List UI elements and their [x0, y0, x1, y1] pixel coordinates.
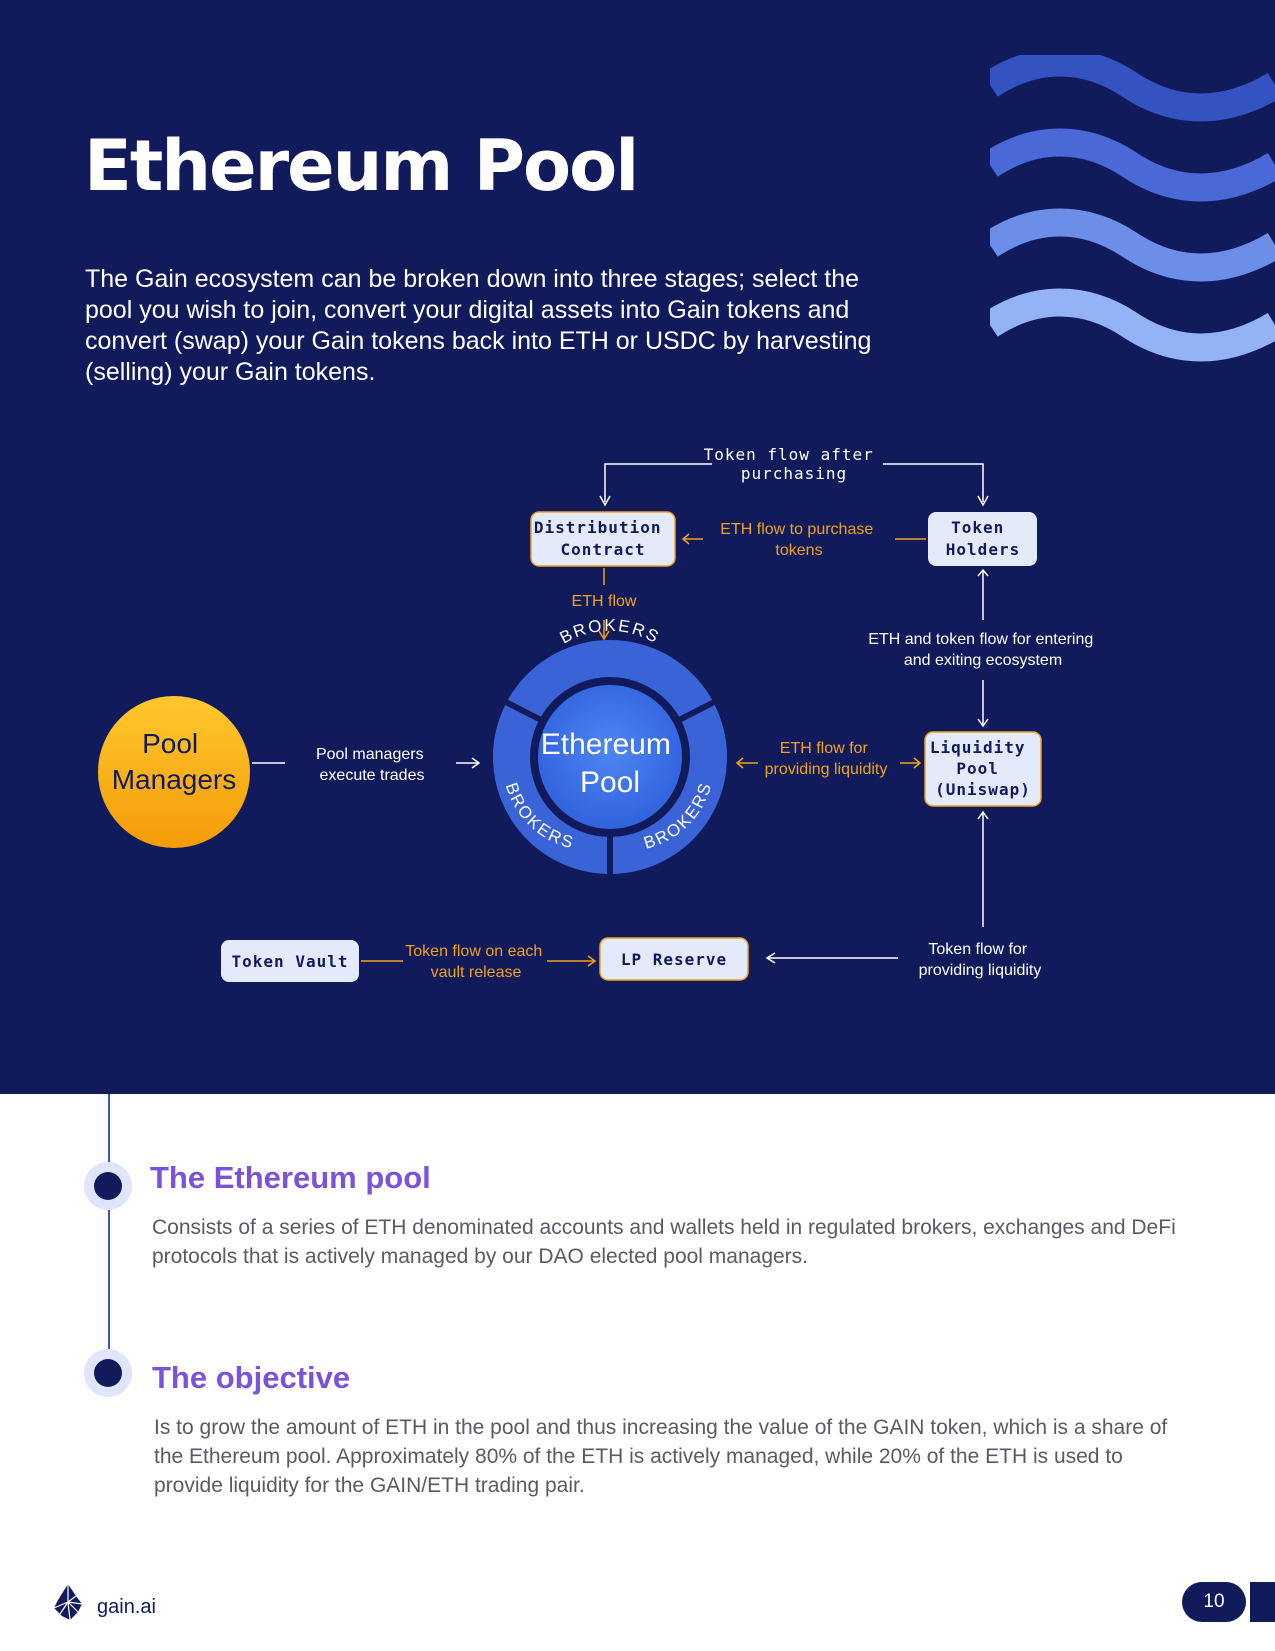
- section-body-objective: Is to grow the amount of ETH in the pool…: [154, 1416, 1168, 1497]
- timeline-line: [108, 1094, 110, 1356]
- vault-release-arrow: [361, 955, 597, 967]
- eth-token-flow-arrow: [977, 568, 989, 728]
- ethereum-pool-circle: BROKERS BROKERS BROKERS Ethereum Pool: [492, 616, 728, 876]
- eth-purchase-arrow: [681, 533, 926, 545]
- liquidity-pool-box: Liquidity Pool (Uniswap): [924, 731, 1042, 807]
- pool-managers-circle: Pool Managers: [98, 696, 250, 848]
- svg-text:Token Holders: Token Holders: [946, 518, 1020, 559]
- lp-reserve-box: LP Reserve: [599, 937, 749, 981]
- footer-brand: gain.ai: [97, 1596, 156, 1618]
- wave-decoration-icon: [990, 55, 1275, 362]
- page-number: 10: [1182, 1582, 1246, 1622]
- section-body-ethereum-pool: Consists of a series of ETH denominated …: [152, 1216, 1176, 1268]
- svg-text:Liquidity Pool: Liquidity Pool (Uniswap): [930, 738, 1036, 799]
- page-title: Ethereum Pool: [84, 125, 639, 207]
- section-heading-objective: The objective: [152, 1360, 351, 1395]
- eth-liquidity-arrows: [735, 757, 922, 769]
- pool-managers-trade-label: Pool managers execute trades: [316, 746, 428, 784]
- svg-text:LP Reserve: LP Reserve: [621, 950, 727, 969]
- section-heading-ethereum-pool: The Ethereum pool: [150, 1160, 431, 1195]
- timeline-dot-icon: [84, 1349, 132, 1397]
- svg-text:Distribution Contract: Distribution Contract: [534, 518, 672, 559]
- pool-managers-arrow: [252, 757, 481, 769]
- svg-text:Ethereum Pool: Ethereum Pool: [541, 728, 679, 799]
- header-section: Ethereum Pool The Gain ecosystem can be …: [0, 0, 1275, 1094]
- page-tab-decoration: [1250, 1582, 1275, 1622]
- eth-flow-label: ETH flow: [572, 593, 637, 610]
- token-liquidity-arrow: [765, 952, 898, 964]
- gain-logo-icon: [53, 1584, 83, 1621]
- vault-release-label: Token flow on each vault release: [405, 943, 546, 981]
- ethereum-pool-diagram: Token flow after purchasing Distribution…: [98, 445, 1097, 982]
- svg-text:Pool Managers: Pool Managers: [112, 728, 237, 795]
- eth-token-flow-label: ETH and token flow for entering and exit…: [868, 631, 1097, 669]
- svg-text:Token Vault: Token Vault: [232, 952, 349, 971]
- token-flow-after-arrow: [599, 463, 989, 507]
- eth-flow-arrow: [598, 568, 610, 641]
- token-liquidity-label: Token flow for providing liquidity: [919, 941, 1042, 979]
- liquidity-up-arrow: [977, 810, 989, 927]
- intro-paragraph: The Gain ecosystem can be broken down in…: [85, 265, 872, 386]
- token-vault-box: Token Vault: [221, 940, 359, 982]
- distribution-contract-box: Distribution Contract: [530, 511, 676, 567]
- eth-purchase-label: ETH flow to purchase tokens: [720, 521, 877, 559]
- timeline-dot-icon: [84, 1162, 132, 1210]
- eth-liquidity-label: ETH flow for providing liquidity: [765, 740, 888, 778]
- token-holders-box: Token Holders: [928, 512, 1037, 566]
- token-flow-after-label: Token flow after purchasing: [704, 445, 885, 483]
